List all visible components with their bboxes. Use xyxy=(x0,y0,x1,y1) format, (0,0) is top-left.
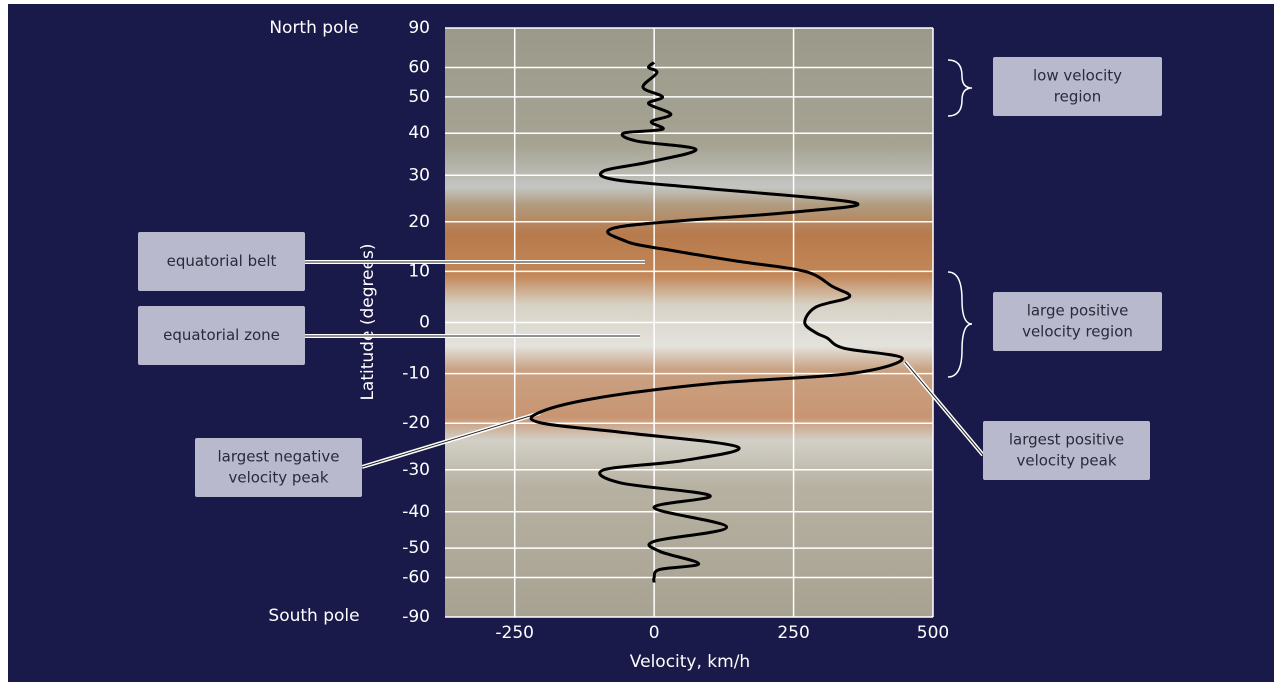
annotation-text: equatorial belt xyxy=(167,252,277,270)
annotation-text: equatorial zone xyxy=(163,326,280,344)
y-tick-label: 20 xyxy=(408,212,430,232)
leader-lines xyxy=(305,260,985,469)
annotation-box xyxy=(138,232,305,291)
top-label: North pole xyxy=(269,18,358,38)
annotation: equatorial zone xyxy=(138,306,305,365)
y-tick-label: 30 xyxy=(408,165,430,185)
annotation-text: largest positive xyxy=(1009,431,1124,449)
y-tick-label: 50 xyxy=(408,87,430,107)
annotation: largest negative velocity peak xyxy=(195,438,362,497)
y-tick-label: -50 xyxy=(402,538,430,558)
y-tick-label: -60 xyxy=(402,568,430,588)
annotation-text: velocity peak xyxy=(1016,452,1116,470)
brace xyxy=(947,59,973,117)
x-tick-label: 0 xyxy=(649,623,660,643)
x-axis-label: Velocity, km/h xyxy=(630,652,750,672)
y-tick-label: 0 xyxy=(419,313,430,333)
annotation-box xyxy=(983,421,1150,480)
annotation-box xyxy=(195,438,362,497)
bottom-label: South pole xyxy=(268,606,359,626)
x-tick-label: -250 xyxy=(495,623,534,643)
annotation-text: region xyxy=(1054,88,1101,106)
y-tick-label: -10 xyxy=(402,364,430,384)
x-tick-label: 250 xyxy=(777,623,809,643)
y-axis-label: Latitude (degrees) xyxy=(358,243,378,400)
annotation-text: velocity peak xyxy=(228,469,328,487)
y-tick-label: -20 xyxy=(402,413,430,433)
annotation-text: largest negative xyxy=(217,448,339,466)
brace xyxy=(947,271,973,378)
y-tick-label: -30 xyxy=(402,460,430,480)
y-tick-label: 40 xyxy=(408,123,430,143)
annotation: largest positive velocity peak xyxy=(983,421,1150,480)
annotation-text: velocity region xyxy=(1022,323,1133,341)
decorations xyxy=(305,59,985,469)
x-tick-label: 500 xyxy=(917,623,949,643)
y-tick-label: 60 xyxy=(408,57,430,77)
y-tick-label: -40 xyxy=(402,502,430,522)
y-tick-label: 90 xyxy=(408,18,430,38)
annotation: equatorial belt xyxy=(138,232,305,291)
annotation: low velocity region xyxy=(993,57,1162,116)
y-tick-label: 10 xyxy=(408,261,430,281)
annotation: large positive velocity region xyxy=(993,292,1162,351)
annotation-box xyxy=(138,306,305,365)
velocity-curve xyxy=(529,61,904,583)
annotation-box xyxy=(993,57,1162,116)
annotation-text: large positive xyxy=(1027,302,1129,320)
annotation-box xyxy=(993,292,1162,351)
y-tick-label: -90 xyxy=(402,607,430,627)
annotation-text: low velocity xyxy=(1033,67,1122,85)
